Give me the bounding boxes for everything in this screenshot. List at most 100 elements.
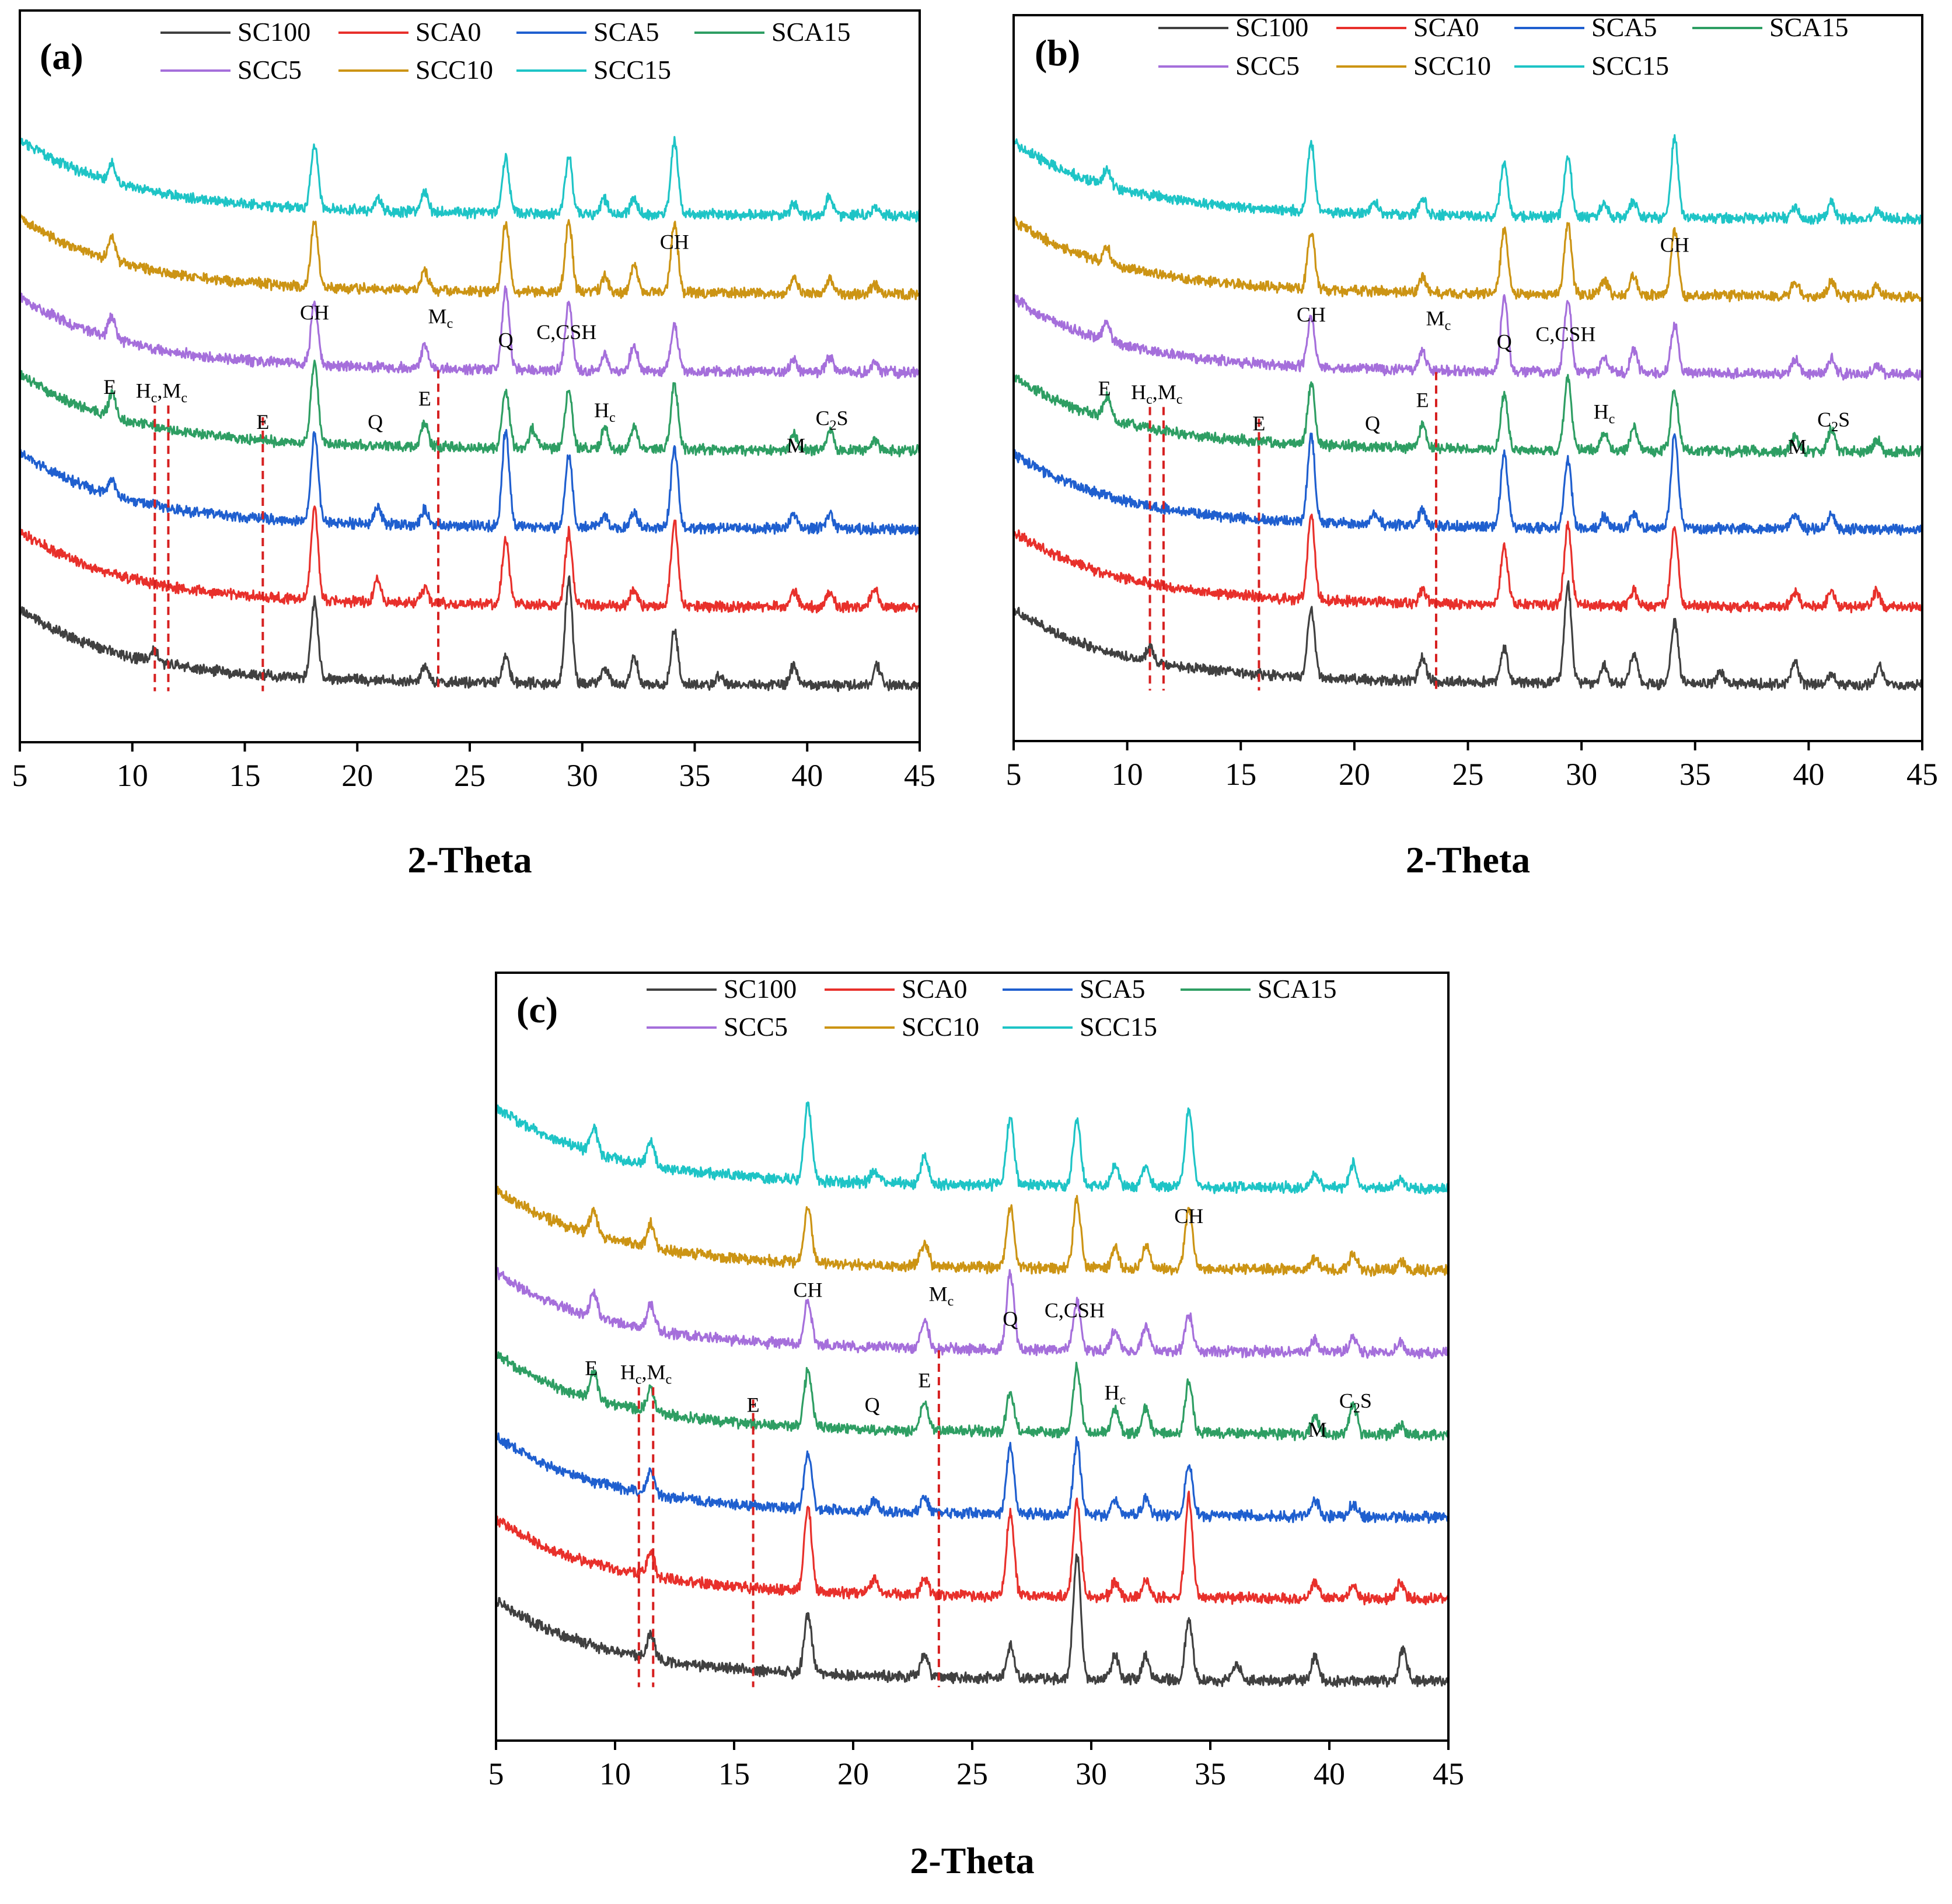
series-line-sca0 bbox=[495, 1490, 1450, 1606]
x-tick-label: 10 bbox=[1112, 757, 1143, 792]
x-tick-label: 35 bbox=[1195, 1756, 1226, 1791]
legend-entry-sca5: SCA5 bbox=[1591, 12, 1657, 42]
xrd-panel-1: E Hc,Mc E CH Q Mc E Q C,CSH Hc CH M C2S 5 10 15 20 25 30 35… bbox=[12, 9, 935, 881]
x-axis-label: 2-Theta bbox=[1406, 839, 1530, 881]
x-tick-label: 20 bbox=[837, 1756, 869, 1791]
x-tick-label: 45 bbox=[1433, 1756, 1464, 1791]
peak-annotation: C2S bbox=[816, 406, 848, 433]
x-tick-label: 25 bbox=[454, 758, 486, 793]
peak-annotation: C,CSH bbox=[1045, 1299, 1105, 1322]
x-tick-label: 15 bbox=[1225, 757, 1256, 792]
series-line-scc10 bbox=[19, 213, 921, 301]
peak-annotation: Hc bbox=[1594, 400, 1615, 427]
legend-entry-sca15: SCA15 bbox=[1258, 974, 1336, 1004]
x-tick-label: 10 bbox=[599, 1756, 631, 1791]
series-line-scc10 bbox=[1012, 216, 1923, 303]
legend-entry-scc15: SCC15 bbox=[1080, 1012, 1157, 1042]
peak-annotation: E bbox=[418, 387, 431, 410]
legend-entry-scc5: SCC5 bbox=[724, 1012, 788, 1042]
x-tick-label: 15 bbox=[718, 1756, 750, 1791]
x-tick-label: 20 bbox=[341, 758, 373, 793]
peak-annotation: Hc bbox=[594, 399, 616, 425]
series-line-sca15 bbox=[1012, 373, 1923, 458]
peak-annotation: C2S bbox=[1817, 408, 1850, 435]
legend-entry-sca0: SCA0 bbox=[902, 974, 967, 1004]
legend-entry-sca15: SCA15 bbox=[771, 17, 850, 47]
x-tick-label: 45 bbox=[904, 758, 935, 793]
plot-frame bbox=[495, 972, 1450, 1742]
peak-annotation: CH bbox=[660, 230, 689, 254]
series-line-sca5 bbox=[19, 429, 921, 536]
series-line-scc15 bbox=[19, 136, 920, 223]
series-line-sc100 bbox=[495, 1553, 1450, 1688]
peak-annotation: E bbox=[1252, 411, 1265, 435]
x-tick-label: 30 bbox=[1566, 757, 1597, 792]
peak-annotation: Hc,Mc bbox=[620, 1360, 672, 1387]
xrd-panel-3: E Hc,Mc E CH Q Mc E Q C,CSH Hc CH M C2S 5 10 15 20 25 30 35… bbox=[488, 972, 1464, 1881]
peak-annotation: Q bbox=[368, 410, 383, 434]
legend-entry-sc100: SC100 bbox=[724, 974, 797, 1004]
peak-annotation: C,CSH bbox=[536, 320, 596, 344]
panel-label: (a) bbox=[40, 36, 83, 77]
peak-annotation: Mc bbox=[428, 305, 453, 331]
legend-entry-scc15: SCC15 bbox=[1591, 51, 1669, 81]
plot-frame bbox=[19, 9, 921, 743]
peak-annotation: CH bbox=[300, 301, 329, 324]
peak-annotation: Mc bbox=[929, 1283, 954, 1309]
series-line-scc10 bbox=[495, 1186, 1450, 1277]
plot-frame bbox=[1012, 14, 1923, 742]
panel-label: (c) bbox=[516, 989, 558, 1030]
x-tick-label: 10 bbox=[117, 758, 148, 793]
x-tick-label: 35 bbox=[1679, 757, 1711, 792]
peak-annotation: Hc,Mc bbox=[136, 379, 187, 406]
x-tick-label: 5 bbox=[488, 1756, 504, 1791]
peak-annotation: Q bbox=[1365, 411, 1380, 435]
series-line-sca15 bbox=[19, 359, 921, 457]
peak-annotation: E bbox=[1416, 389, 1429, 412]
peak-annotation: E bbox=[103, 375, 116, 399]
peak-annotation: M bbox=[1788, 435, 1807, 458]
x-tick-label: 25 bbox=[956, 1756, 988, 1791]
series-line-sca15 bbox=[495, 1351, 1450, 1441]
peak-annotation: Q bbox=[865, 1393, 880, 1417]
peak-annotation: CH bbox=[793, 1278, 822, 1301]
legend-entry-scc5: SCC5 bbox=[1235, 51, 1300, 81]
legend-entry-scc10: SCC10 bbox=[415, 55, 493, 85]
x-tick-label: 30 bbox=[1075, 1756, 1107, 1791]
x-tick-label: 5 bbox=[12, 758, 28, 793]
peak-annotation: Q bbox=[1497, 330, 1512, 354]
panel-label: (b) bbox=[1035, 32, 1080, 74]
x-tick-label: 20 bbox=[1339, 757, 1370, 792]
legend-entry-sca5: SCA5 bbox=[593, 17, 659, 47]
x-tick-label: 45 bbox=[1906, 757, 1938, 792]
series-line-sca5 bbox=[1012, 432, 1923, 536]
x-tick-label: 30 bbox=[567, 758, 598, 793]
peak-annotation: Hc,Mc bbox=[1131, 380, 1182, 407]
series-line-sca0 bbox=[1012, 513, 1923, 614]
series-line-sc100 bbox=[19, 575, 921, 693]
peak-annotation: CH bbox=[1174, 1204, 1203, 1228]
legend-entry-sca0: SCA0 bbox=[415, 17, 481, 47]
series-line-scc5 bbox=[1012, 294, 1923, 381]
legend-entry-scc10: SCC10 bbox=[1413, 51, 1491, 81]
peak-annotation: Q bbox=[1003, 1307, 1018, 1330]
peak-annotation: E bbox=[256, 410, 269, 434]
x-tick-label: 35 bbox=[679, 758, 711, 793]
legend-entry-sca15: SCA15 bbox=[1769, 12, 1848, 42]
x-tick-label: 25 bbox=[1452, 757, 1484, 792]
legend-entry-sca5: SCA5 bbox=[1080, 974, 1145, 1004]
peak-annotation: CH bbox=[1660, 233, 1689, 256]
legend-entry-sc100: SC100 bbox=[1235, 12, 1308, 42]
series-line-scc5 bbox=[495, 1267, 1450, 1360]
peak-annotation: M bbox=[1308, 1418, 1327, 1441]
x-tick-label: 5 bbox=[1006, 757, 1022, 792]
x-axis-label: 2-Theta bbox=[407, 839, 532, 881]
peak-annotation: E bbox=[1098, 377, 1111, 400]
legend-entry-scc5: SCC5 bbox=[238, 55, 302, 85]
legend-entry-scc15: SCC15 bbox=[593, 55, 671, 85]
legend-entry-sca0: SCA0 bbox=[1413, 12, 1479, 42]
legend-entry-scc10: SCC10 bbox=[902, 1012, 979, 1042]
peak-annotation: E bbox=[747, 1393, 760, 1417]
peak-annotation: CH bbox=[1297, 303, 1326, 326]
